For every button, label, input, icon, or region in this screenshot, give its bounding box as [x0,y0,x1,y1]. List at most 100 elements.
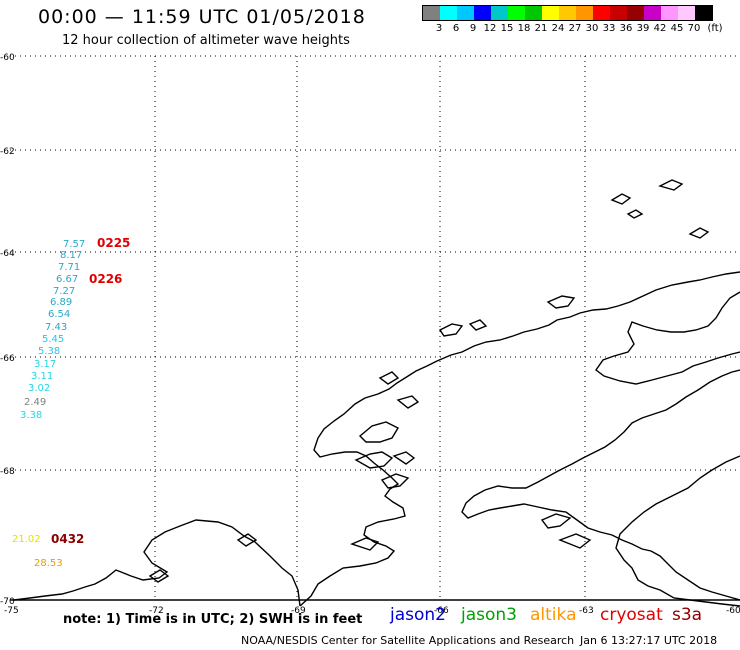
island-9 [626,209,644,219]
wave-height-value: 3.02 [28,383,50,394]
legend-swatch [474,6,491,20]
island-4 [380,473,410,489]
legend-unit: (ft) [707,23,723,34]
longitude-label: -75 [4,606,19,616]
legend-label: 9 [469,23,477,34]
legend-label: 21 [534,23,548,34]
legend-label: 33 [602,23,616,34]
legend-label: 36 [619,23,633,34]
legend-swatch [593,6,610,20]
legend-swatch [627,6,644,20]
wave-height-value: 28.53 [34,558,63,569]
legend-label: 12 [483,23,497,34]
island-16 [350,537,380,551]
satellite-name: s3a [672,605,703,625]
coastline-east [595,291,740,385]
legend-label: 39 [636,23,650,34]
generated-timestamp: Jan 6 13:27:17 UTC 2018 [580,634,718,647]
legend-label: 27 [568,23,582,34]
wave-height-value: 7.43 [45,322,67,333]
latitude-label: -68 [0,467,15,477]
legend-swatch [542,6,559,20]
longitude-label: -66 [434,606,449,616]
wave-height-value: 3.38 [20,410,42,421]
longitude-label: -60 [726,606,740,616]
pass-time-label: 0225 [97,236,130,250]
legend-label: 45 [670,23,684,34]
latitude-label: -64 [0,249,15,259]
legend-swatch [525,6,542,20]
coastline-continent [615,455,740,607]
satellite-name: jason3 [461,605,517,625]
coastline-main [299,271,740,607]
island-13 [546,295,576,309]
wave-height-value: 6.89 [50,297,72,308]
wave-height-value: 3.17 [34,359,56,370]
legend-swatch [423,6,440,20]
map-subtitle: 12 hour collection of altimeter wave hei… [62,33,350,48]
island-17 [236,533,258,547]
wave-height-value: 7.27 [53,286,75,297]
legend-label: 15 [500,23,514,34]
longitude-labels: -75 -72 -69 -66 -63 -60 [4,606,740,616]
legend-swatch [491,6,508,20]
credit-line: NOAA/NESDIS Center for Satellite Applica… [241,634,575,647]
legend-swatch [559,6,576,20]
legend-swatch [644,6,661,20]
wave-height-value: 2.49 [24,397,46,408]
legend-label: 42 [653,23,667,34]
wave-height-legend: 3 6 9 12 15 18 21 24 27 30 33 36 39 42 45 70 (ft) [422,5,723,35]
satellite-name: jason2 [390,605,446,625]
satellite-name: altika [530,605,577,625]
wave-height-value: 21.02 [12,534,41,545]
wave-height-value: 5.45 [42,334,64,345]
pass-time-label: 0226 [89,272,122,286]
island-6 [438,323,464,337]
longitude-label: -72 [149,606,164,616]
island-7 [468,319,488,331]
island-12 [610,193,632,205]
island-1 [358,421,399,443]
island-18 [148,569,170,583]
latitude-label: -62 [0,147,15,157]
wave-height-value: 5.38 [38,346,60,357]
longitude-label: -63 [579,606,594,616]
island-15 [558,533,592,549]
coastline-palmer [461,369,740,601]
legend-swatch [508,6,525,20]
legend-label: 30 [585,23,599,34]
island-2 [354,451,394,469]
island-14 [540,513,572,529]
island-11 [688,227,710,239]
legend-color-bar [422,5,713,21]
legend-swatch [610,6,627,20]
legend-swatch [678,6,695,20]
latitude-labels: -60 -62 -64 -66 -68 -70 [0,53,15,607]
legend-swatch [661,6,678,20]
satellite-name: cryosat [600,605,663,625]
legend-label: 6 [452,23,460,34]
footnote: note: 1) Time is in UTC; 2) SWH is in fe… [63,612,363,627]
latitude-label: -60 [0,53,15,63]
wave-height-value: 6.54 [48,309,70,320]
legend-swatch [695,6,712,20]
longitude-label: -69 [291,606,306,616]
wave-height-value: 7.71 [58,262,80,273]
legend-swatch [457,6,474,20]
latitude-label: -70 [0,597,15,607]
wave-height-observations: 7.578.177.716.677.276.896.54 7.435.455.38… [12,239,85,569]
legend-swatch [440,6,457,20]
coastline [13,179,740,607]
lat-lon-grid [10,55,740,601]
wave-height-value: 7.57 [63,239,85,250]
wave-height-value: 3.11 [31,371,53,382]
legend-label: 3 [435,23,443,34]
island-8 [378,371,400,385]
pass-time-label: 0432 [51,532,84,546]
island-3 [392,451,416,465]
legend-labels: 3 6 9 12 15 18 21 24 27 30 33 36 39 42 45 70 (ft) [422,21,723,35]
wave-height-value: 8.17 [60,250,82,261]
latitude-label: -66 [0,354,15,364]
island-5 [396,395,420,409]
